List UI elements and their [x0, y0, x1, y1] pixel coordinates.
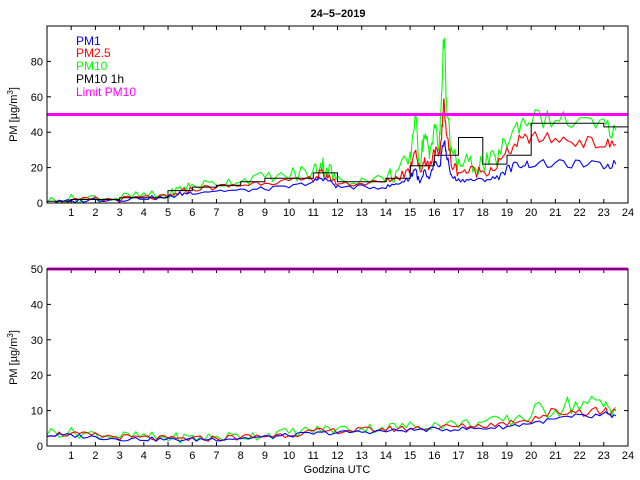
x-tick-label: 10	[283, 207, 295, 219]
x-tick-label: 4	[141, 450, 147, 462]
x-tick-label: 8	[238, 207, 244, 219]
y-tick-label: 60	[31, 92, 43, 104]
y-tick-label: 0	[37, 198, 43, 210]
x-tick-label: 9	[262, 207, 268, 219]
x-tick-label: 18	[477, 450, 489, 462]
series-line-pm10-1h	[47, 122, 628, 202]
top-plot-frame	[46, 25, 629, 204]
x-tick-label: 20	[525, 207, 537, 219]
x-tick-label: 13	[356, 207, 368, 219]
x-tick-label: 5	[165, 450, 171, 462]
y-tick-label: 40	[31, 127, 43, 139]
y-tick-label: 50	[31, 264, 43, 276]
x-tick-label: 14	[380, 450, 392, 462]
x-tick-label: 9	[262, 450, 268, 462]
y-tick-label: 80	[31, 56, 43, 68]
x-tick-label: 19	[501, 450, 513, 462]
x-tick-label: 12	[331, 207, 343, 219]
x-tick-label: 15	[404, 450, 416, 462]
x-tick-label: 12	[331, 450, 343, 462]
x-axis-label: Godzina UTC	[304, 464, 371, 476]
x-tick-label: 6	[189, 450, 195, 462]
x-tick-label: 2	[92, 450, 98, 462]
series-line-pm2-5	[47, 98, 617, 204]
bottom-series-layer	[46, 267, 628, 444]
x-tick-label: 17	[452, 207, 464, 219]
series-line-pm2-5	[46, 406, 617, 442]
y-tick-label: 0	[37, 441, 43, 453]
x-tick-label: 5	[165, 207, 171, 219]
x-tick-label: 4	[141, 207, 147, 219]
x-tick-label: 21	[549, 450, 561, 462]
legend-entry-pm25: PM2.5	[76, 46, 111, 60]
x-tick-label: 23	[598, 207, 610, 219]
y-tick-label: 10	[31, 406, 43, 418]
legend-entry-pm10-1h: PM10 1h	[76, 72, 124, 86]
top-series-layer	[46, 37, 628, 204]
x-tick-label: 11	[308, 450, 319, 462]
x-tick-label: 2	[92, 207, 98, 219]
x-tick-label: 3	[117, 450, 123, 462]
legend-entry-limit: Limit PM10	[76, 85, 136, 99]
x-tick-label: 21	[549, 207, 561, 219]
x-tick-label: 13	[356, 450, 368, 462]
series-line-pm10	[46, 37, 617, 204]
bottom-ticks	[47, 268, 629, 447]
bottom-plot-frame	[46, 268, 629, 447]
x-tick-label: 24	[622, 207, 634, 219]
x-tick-label: 23	[598, 450, 610, 462]
series-line-pm10	[46, 395, 617, 444]
x-tick-label: 10	[283, 450, 295, 462]
x-tick-label: 1	[68, 450, 74, 462]
chart-title: 24–5–2019	[310, 8, 365, 20]
top-y-axis-label: PM [µg/m3]	[6, 87, 20, 142]
series-line-pm1	[47, 140, 617, 204]
x-tick-label: 7	[213, 207, 219, 219]
x-tick-label: 14	[380, 207, 392, 219]
bottom-tick-labels: 1 2 3 4 5 6 7 8 9 10 11 12 13 14 15 16 17 18 19 20 21 22 23 240…	[31, 264, 634, 462]
x-tick-label: 11	[308, 207, 319, 219]
x-tick-label: 17	[452, 450, 464, 462]
x-tick-label: 18	[477, 207, 489, 219]
legend-entry-pm10: PM10	[76, 59, 108, 73]
legend-entry-pm1: PM1	[76, 34, 101, 48]
top-tick-labels: 1 2 3 4 5 6 7 8 9 10 11 12 13 14 15 16 17 18 19 20 21 22 23 240…	[31, 56, 634, 219]
x-tick-label: 22	[573, 450, 585, 462]
x-tick-label: 19	[501, 207, 513, 219]
legend: PM1 PM2.5 PM10 PM10 1h Limit PM10	[76, 34, 136, 99]
x-tick-label: 7	[213, 450, 219, 462]
y-tick-label: 20	[31, 370, 43, 382]
x-tick-label: 3	[117, 207, 123, 219]
x-tick-label: 24	[622, 450, 634, 462]
x-tick-label: 8	[238, 450, 244, 462]
x-tick-label: 16	[428, 450, 440, 462]
x-tick-label: 20	[525, 450, 537, 462]
y-tick-label: 40	[31, 299, 43, 311]
top-panel: 1 2 3 4 5 6 7 8 9 10 11 12 13 14 15 16 17 18 19 20 21 22 23 240…	[6, 25, 634, 219]
y-tick-label: 30	[31, 335, 43, 347]
x-tick-label: 22	[573, 207, 585, 219]
x-tick-label: 6	[189, 207, 195, 219]
x-tick-label: 1	[68, 207, 74, 219]
x-tick-label: 16	[428, 207, 440, 219]
series-line-pm1	[46, 411, 617, 442]
bottom-panel: 1 2 3 4 5 6 7 8 9 10 11 12 13 14 15 16 17 18 19 20 21 22 23 240…	[6, 264, 634, 476]
x-tick-label: 15	[404, 207, 416, 219]
bottom-y-axis-label: PM [µg/m3]	[6, 330, 20, 385]
y-tick-label: 20	[31, 163, 43, 175]
